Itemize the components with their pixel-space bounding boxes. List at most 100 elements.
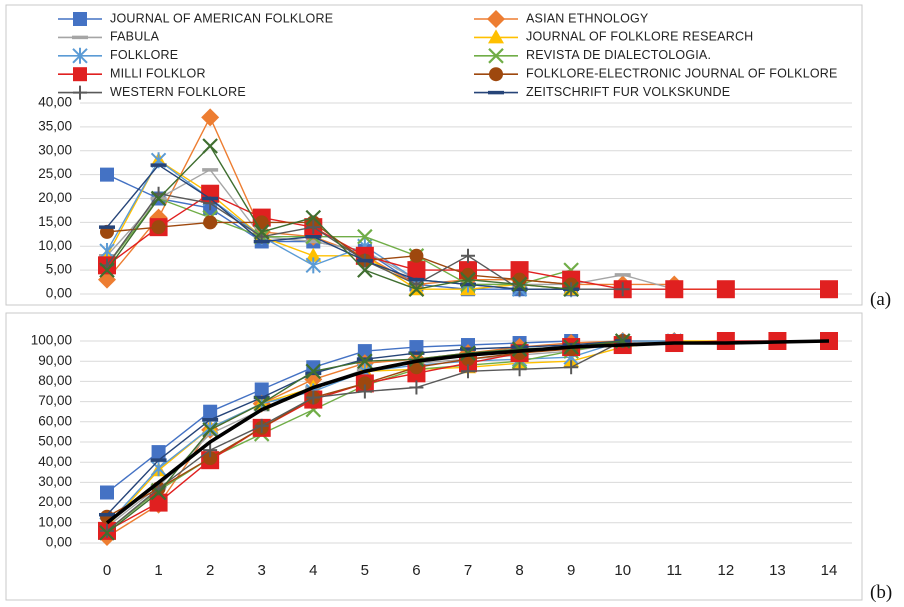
- legend-label: ASIAN ETHNOLOGY: [526, 11, 649, 25]
- data-point: [665, 280, 684, 299]
- series-line: [106, 221, 572, 286]
- series-unlabeled-11: [105, 339, 830, 525]
- legend-label: FOLKLORE: [110, 48, 178, 62]
- data-point: [202, 138, 218, 154]
- data-point: [460, 271, 476, 288]
- data-point: [253, 224, 270, 240]
- series-line: [106, 173, 572, 290]
- data-point: [305, 257, 321, 274]
- mean-line: [105, 339, 830, 525]
- data-point: [99, 525, 115, 541]
- x-tick-label: 13: [769, 562, 786, 579]
- x-tick-label: 14: [821, 562, 838, 579]
- legend-item-journal-of-american-folklore: JOURNAL OF AMERICAN FOLKLORE: [58, 11, 333, 26]
- legend-label: MILLI FOLKLOR: [110, 66, 206, 80]
- panel-b-tag: (b): [870, 582, 892, 603]
- data-point: [563, 281, 579, 298]
- legend-item-milli-folklor: MILLI FOLKLOR: [58, 66, 206, 82]
- legend-marker: [73, 12, 87, 26]
- data-point: [357, 353, 373, 369]
- y-tick-label: 40,00: [38, 95, 72, 110]
- legend-marker: [73, 67, 87, 82]
- data-point: [201, 108, 220, 127]
- legend-item-folklore: FOLKLORE: [58, 47, 178, 64]
- data-point: [100, 167, 114, 182]
- x-tick-label: 5: [361, 562, 369, 579]
- legend-label: FOLKLORE-ELECTRONIC JOURNAL OF FOLKLORE: [526, 66, 838, 80]
- y-tick-label: 50,00: [38, 434, 72, 449]
- legend-item-zeitschrift-fur-volkskunde: ZEITSCHRIFT FUR VOLKSKUNDE: [474, 85, 730, 99]
- y-tick-label: 0,00: [46, 286, 72, 301]
- legend-label: JOURNAL OF AMERICAN FOLKLORE: [110, 11, 333, 25]
- legend-marker: [73, 85, 87, 100]
- legend: JOURNAL OF AMERICAN FOLKLORE ASIAN ETHNOL…: [58, 10, 838, 100]
- data-point: [305, 247, 322, 262]
- y-tick-label: 25,00: [38, 166, 72, 181]
- series-line: [106, 340, 675, 526]
- data-point: [461, 267, 475, 282]
- data-point: [357, 262, 373, 278]
- data-point: [564, 360, 579, 375]
- data-point: [460, 345, 476, 361]
- panel-a-frame: [5, 4, 863, 306]
- x-tick-label: 8: [515, 562, 523, 579]
- data-point: [203, 443, 218, 458]
- panel-a-tag: (a): [870, 289, 891, 310]
- panel-b-plot: 0,00 10,00 20,00 30,00 40,00 50,00 60,00 70,00 8…: [31, 332, 852, 579]
- y-tick-label: 30,00: [38, 474, 72, 489]
- y-tick-label: 60,00: [38, 413, 72, 428]
- y-tick-label: 10,00: [38, 238, 72, 253]
- y-tick-label: 100,00: [31, 333, 72, 348]
- series-line: [106, 340, 572, 494]
- series-unlabeled-10: [99, 138, 579, 298]
- x-tick-label: 1: [154, 562, 162, 579]
- y-tick-label: 30,00: [38, 142, 72, 157]
- series-journal-of-american-folklore: [100, 167, 579, 297]
- y-tick-label: 20,00: [38, 494, 72, 509]
- y-tick-label: 35,00: [38, 118, 72, 133]
- data-point: [203, 215, 218, 230]
- data-point: [99, 262, 115, 278]
- data-point: [306, 390, 321, 405]
- panel-b-frame: [5, 312, 863, 601]
- data-point: [202, 422, 218, 438]
- data-point: [408, 281, 425, 298]
- series-line: [106, 169, 675, 290]
- legend-label: REVISTA DE DIALECTOLOGIA.: [526, 48, 711, 62]
- y-tick-label: 0,00: [46, 535, 72, 550]
- data-point: [409, 380, 424, 395]
- data-point: [409, 340, 424, 355]
- data-point: [305, 363, 322, 380]
- legend-marker: [72, 47, 88, 64]
- data-point: [306, 220, 321, 235]
- legend-item-revista-de-dialectologia: REVISTA DE DIALECTOLOGIA.: [474, 48, 711, 64]
- data-point: [716, 280, 735, 299]
- data-point: [357, 344, 372, 359]
- data-point: [357, 384, 372, 399]
- x-tick-label: 11: [666, 562, 682, 579]
- legend-marker: [489, 67, 503, 82]
- legend-label: JOURNAL OF FOLKLORE RESEARCH: [526, 30, 753, 44]
- data-point: [820, 280, 838, 299]
- x-tick-label: 10: [614, 562, 631, 579]
- legend-marker: [488, 29, 504, 44]
- y-tick-label: 20,00: [38, 190, 72, 205]
- data-point: [254, 382, 269, 397]
- data-point: [357, 228, 373, 245]
- series-line: [106, 116, 675, 286]
- legend-label: WESTERN FOLKLORE: [110, 85, 246, 99]
- data-point: [409, 248, 424, 263]
- legend-item-western-folklore: WESTERN FOLKLORE: [58, 85, 246, 100]
- series-line: [106, 197, 572, 286]
- data-point: [357, 376, 372, 391]
- x-tick-label: 2: [206, 562, 214, 579]
- x-tick-label: 9: [567, 562, 575, 579]
- data-point: [151, 445, 166, 460]
- legend-item-asian-ethnology: ASIAN ETHNOLOGY: [474, 10, 649, 28]
- legend-label: FABULA: [110, 30, 160, 44]
- legend-marker: [487, 10, 505, 28]
- x-tick-label: 7: [464, 562, 472, 579]
- data-point: [149, 493, 168, 512]
- y-tick-label: 40,00: [38, 454, 72, 469]
